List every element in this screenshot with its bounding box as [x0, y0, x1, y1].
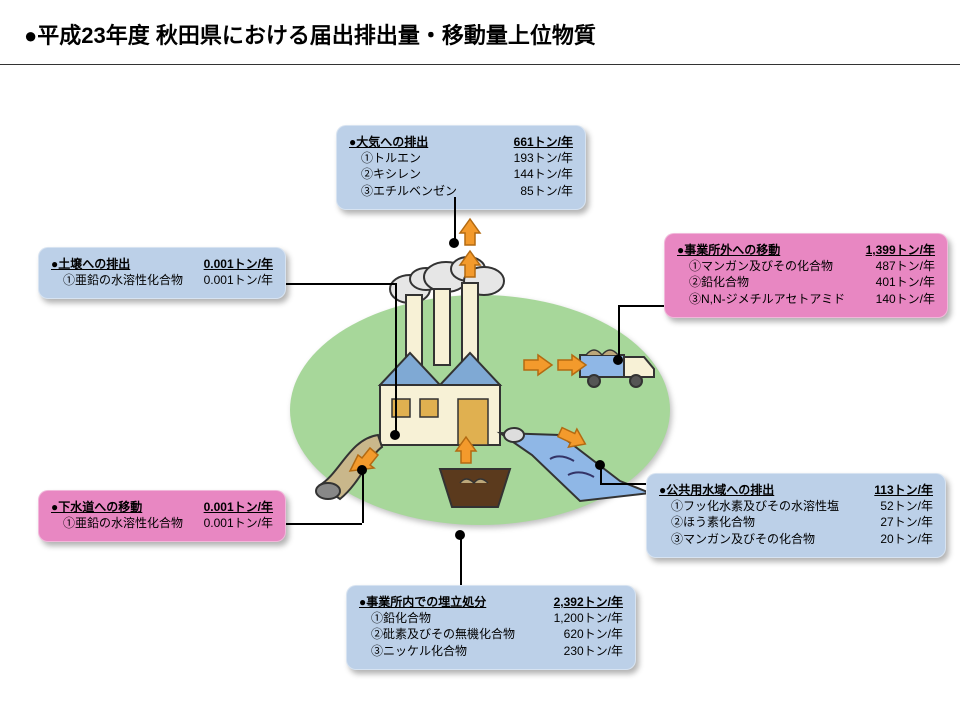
box-row: ②ほう素化合物 27トン/年	[659, 514, 933, 530]
header-value: 0.001トン/年	[204, 256, 273, 272]
row-label: ③N,N-ジメチルアセトアミド	[677, 291, 845, 307]
row-value: 193トン/年	[514, 150, 573, 166]
row-value: 27トン/年	[880, 514, 933, 530]
box-row: ③エチルベンゼン 85トン/年	[349, 183, 573, 199]
connector-line	[454, 197, 456, 243]
row-label: ①亜鉛の水溶性化合物	[51, 515, 183, 531]
connector-line	[460, 535, 462, 585]
box-water: ●公共用水域への排出 113トン/年 ①フッ化水素及びその水溶性塩 52トン/年 ②…	[646, 473, 946, 558]
box-row: ①鉛化合物 1,200トン/年	[359, 610, 623, 626]
row-value: 487トン/年	[876, 258, 935, 274]
row-label: ①フッ化水素及びその水溶性塩	[659, 498, 839, 514]
row-label: ②砒素及びその無機化合物	[359, 626, 515, 642]
header-value: 1,399トン/年	[866, 242, 935, 258]
connector-line	[618, 305, 664, 307]
header-label: ●事業所外への移動	[677, 242, 780, 258]
box-row: ②キシレン 144トン/年	[349, 166, 573, 182]
connector-line	[362, 470, 364, 523]
row-label: ②キシレン	[349, 166, 421, 182]
row-label: ②ほう素化合物	[659, 514, 755, 530]
row-value: 144トン/年	[514, 166, 573, 182]
box-row: ③マンガン及びその化合物 20トン/年	[659, 531, 933, 547]
box-header: ●公共用水域への排出 113トン/年	[659, 482, 933, 498]
header-value: 2,392トン/年	[554, 594, 623, 610]
box-landfill: ●事業所内での埋立処分 2,392トン/年 ①鉛化合物 1,200トン/年 ②砒素及…	[346, 585, 636, 670]
box-row: ①マンガン及びその化合物 487トン/年	[677, 258, 935, 274]
row-value: 0.001トン/年	[204, 515, 273, 531]
box-header: ●土壌への排出 0.001トン/年	[51, 256, 273, 272]
header-label: ●大気への排出	[349, 134, 428, 150]
connector-line	[600, 483, 646, 485]
row-label: ③マンガン及びその化合物	[659, 531, 815, 547]
row-label: ③ニッケル化合物	[359, 643, 467, 659]
row-value: 620トン/年	[564, 626, 623, 642]
row-value: 1,200トン/年	[554, 610, 623, 626]
box-row: ③N,N-ジメチルアセトアミド 140トン/年	[677, 291, 935, 307]
header-value: 113トン/年	[874, 482, 933, 498]
box-row: ①トルエン 193トン/年	[349, 150, 573, 166]
box-row: ③ニッケル化合物 230トン/年	[359, 643, 623, 659]
box-row: ①フッ化水素及びその水溶性塩 52トン/年	[659, 498, 933, 514]
connector-line	[618, 305, 620, 360]
box-header: ●事業所外への移動 1,399トン/年	[677, 242, 935, 258]
box-header: ●事業所内での埋立処分 2,392トン/年	[359, 594, 623, 610]
box-row: ②鉛化合物 401トン/年	[677, 274, 935, 290]
box-header: ●下水道への移動 0.001トン/年	[51, 499, 273, 515]
connector-line	[395, 283, 397, 435]
row-value: 401トン/年	[876, 274, 935, 290]
box-header: ●大気への排出 661トン/年	[349, 134, 573, 150]
row-value: 230トン/年	[564, 643, 623, 659]
row-value: 140トン/年	[876, 291, 935, 307]
box-air: ●大気への排出 661トン/年 ①トルエン 193トン/年 ②キシレン 144トン/年…	[336, 125, 586, 210]
header-label: ●下水道への移動	[51, 499, 142, 515]
page-title: ●平成23年度 秋田県における届出排出量・移動量上位物質	[0, 0, 960, 64]
row-label: ②鉛化合物	[677, 274, 749, 290]
connector-line	[286, 523, 362, 525]
row-value: 20トン/年	[880, 531, 933, 547]
header-label: ●土壌への排出	[51, 256, 130, 272]
header-label: ●公共用水域への排出	[659, 482, 774, 498]
box-row: ②砒素及びその無機化合物 620トン/年	[359, 626, 623, 642]
row-value: 0.001トン/年	[204, 272, 273, 288]
row-value: 85トン/年	[520, 183, 573, 199]
row-label: ①亜鉛の水溶性化合物	[51, 272, 183, 288]
row-value: 52トン/年	[880, 498, 933, 514]
row-label: ①マンガン及びその化合物	[677, 258, 833, 274]
header-value: 661トン/年	[514, 134, 573, 150]
box-offsite: ●事業所外への移動 1,399トン/年 ①マンガン及びその化合物 487トン/年 ②…	[664, 233, 948, 318]
row-label: ③エチルベンゼン	[349, 183, 457, 199]
row-label: ①鉛化合物	[359, 610, 431, 626]
row-label: ①トルエン	[349, 150, 421, 166]
connector-line	[600, 465, 602, 483]
header-label: ●事業所内での埋立処分	[359, 594, 486, 610]
box-sewer: ●下水道への移動 0.001トン/年 ①亜鉛の水溶性化合物 0.001トン/年	[38, 490, 286, 542]
box-soil: ●土壌への排出 0.001トン/年 ①亜鉛の水溶性化合物 0.001トン/年	[38, 247, 286, 299]
box-row: ①亜鉛の水溶性化合物 0.001トン/年	[51, 515, 273, 531]
diagram-canvas: ●大気への排出 661トン/年 ①トルエン 193トン/年 ②キシレン 144トン/年…	[0, 65, 960, 705]
connector-line	[286, 283, 395, 285]
header-value: 0.001トン/年	[204, 499, 273, 515]
box-row: ①亜鉛の水溶性化合物 0.001トン/年	[51, 272, 273, 288]
